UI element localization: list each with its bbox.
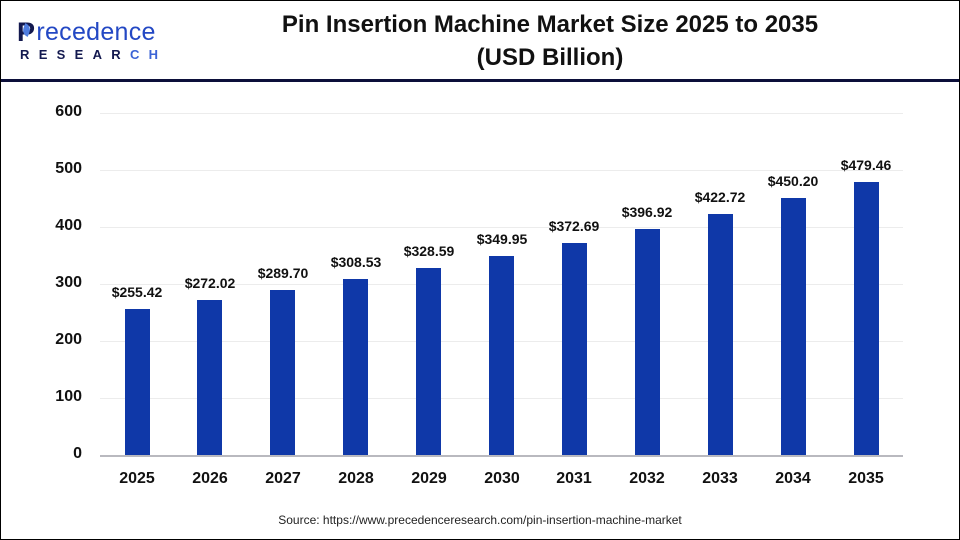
- logo-p-icon: P: [17, 19, 35, 46]
- bar-2031: [562, 243, 587, 455]
- chart-title: Pin Insertion Machine Market Size 2025 t…: [281, 11, 819, 71]
- y-axis-tick: 300: [55, 274, 82, 291]
- value-label: $255.42: [111, 284, 163, 300]
- bar-2035: [854, 182, 879, 455]
- logo-wordmark: P recedence: [17, 19, 167, 46]
- value-label: $289.70: [257, 265, 309, 281]
- bar-2032: [635, 229, 660, 455]
- value-label: $479.46: [840, 157, 892, 173]
- x-axis-label: 2035: [848, 470, 884, 487]
- y-axis-tick: 600: [55, 103, 82, 120]
- bar-2025: [125, 309, 150, 455]
- x-axis-label: 2025: [119, 470, 155, 487]
- x-axis-label: 2029: [411, 470, 447, 487]
- source-note: Source: https://www.precedenceresearch.c…: [278, 513, 682, 527]
- x-axis-line: [100, 455, 903, 457]
- y-axis-tick: 500: [55, 160, 82, 177]
- value-label: $272.02: [184, 275, 236, 291]
- bar-2034: [781, 198, 806, 455]
- bar-2026: [197, 300, 222, 455]
- value-label: $422.72: [694, 189, 746, 205]
- y-axis-tick: 100: [55, 388, 82, 405]
- gridline: [100, 170, 903, 171]
- bar-2029: [416, 268, 441, 455]
- value-label: $308.53: [330, 254, 382, 270]
- value-label: $396.92: [621, 204, 673, 220]
- gridline: [100, 227, 903, 228]
- x-axis-label: 2026: [192, 470, 228, 487]
- y-axis-tick: 200: [55, 331, 82, 348]
- bar-2028: [343, 279, 368, 455]
- logo-subtitle: RESEARCH: [20, 47, 168, 62]
- value-label: $349.95: [476, 231, 528, 247]
- bar-2033: [708, 214, 733, 455]
- header-divider: [1, 79, 959, 82]
- precedence-research-logo: P recedence RESEARCH: [17, 19, 168, 63]
- bar-2030: [489, 256, 514, 455]
- value-label: $450.20: [767, 173, 819, 189]
- x-axis-label: 2030: [484, 470, 520, 487]
- x-axis-label: 2031: [556, 470, 592, 487]
- gridline: [100, 113, 903, 114]
- x-axis-label: 2033: [702, 470, 738, 487]
- value-label: $328.59: [403, 243, 455, 259]
- x-axis-label: 2028: [338, 470, 374, 487]
- x-axis-label: 2027: [265, 470, 301, 487]
- x-axis-label: 2032: [629, 470, 665, 487]
- y-axis-tick: 400: [55, 217, 82, 234]
- value-label: $372.69: [548, 218, 600, 234]
- x-axis-label: 2034: [775, 470, 811, 487]
- y-axis-tick: 0: [73, 445, 82, 462]
- bar-2027: [270, 290, 295, 455]
